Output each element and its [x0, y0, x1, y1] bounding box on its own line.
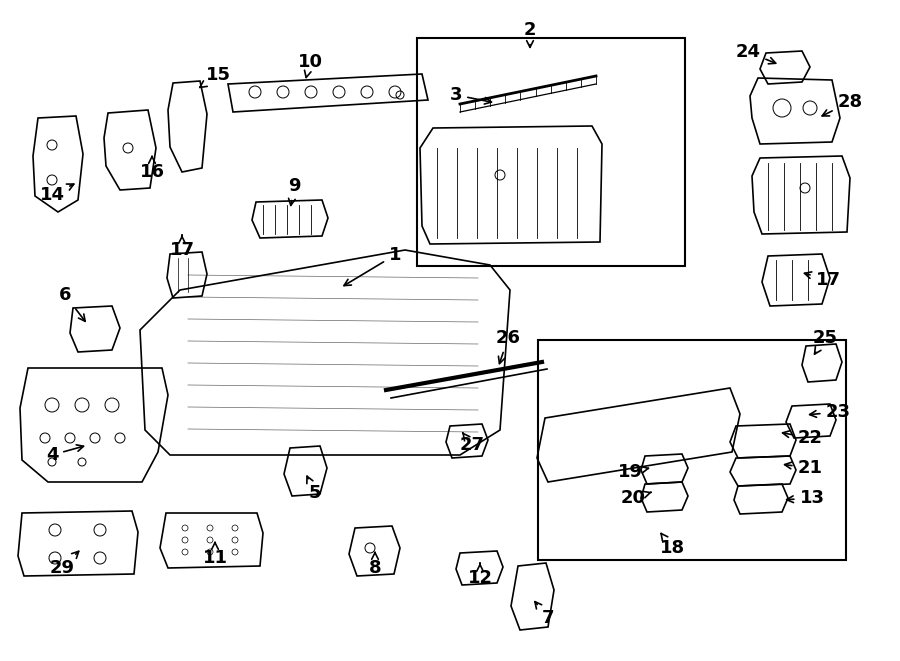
- Text: 7: 7: [535, 602, 554, 627]
- Text: 11: 11: [202, 543, 228, 567]
- Text: 23: 23: [810, 403, 850, 421]
- Text: 2: 2: [524, 21, 536, 48]
- Text: 10: 10: [298, 53, 322, 77]
- Text: 21: 21: [785, 459, 823, 477]
- Text: 4: 4: [46, 445, 84, 464]
- Bar: [538, 340, 846, 560]
- Text: 18: 18: [660, 533, 685, 557]
- Text: 16: 16: [140, 157, 165, 181]
- Text: 8: 8: [369, 553, 382, 577]
- Text: 6: 6: [58, 286, 86, 321]
- Text: 12: 12: [467, 563, 492, 587]
- Text: 27: 27: [460, 433, 484, 454]
- Text: 19: 19: [617, 463, 649, 481]
- Text: 24: 24: [735, 43, 776, 64]
- Text: 17: 17: [805, 271, 841, 289]
- Text: 28: 28: [822, 93, 862, 116]
- Text: 5: 5: [307, 476, 321, 502]
- Text: 1: 1: [344, 246, 401, 286]
- Text: 22: 22: [783, 429, 823, 447]
- Text: 17: 17: [169, 235, 194, 259]
- Bar: [417, 38, 685, 266]
- Text: 13: 13: [787, 489, 824, 507]
- Text: 25: 25: [813, 329, 838, 354]
- Text: 9: 9: [288, 177, 301, 206]
- Text: 14: 14: [40, 184, 74, 204]
- Text: 15: 15: [200, 66, 230, 87]
- Text: 3: 3: [450, 86, 491, 104]
- Text: 26: 26: [496, 329, 520, 364]
- Text: 20: 20: [620, 489, 651, 507]
- Text: 29: 29: [50, 551, 78, 577]
